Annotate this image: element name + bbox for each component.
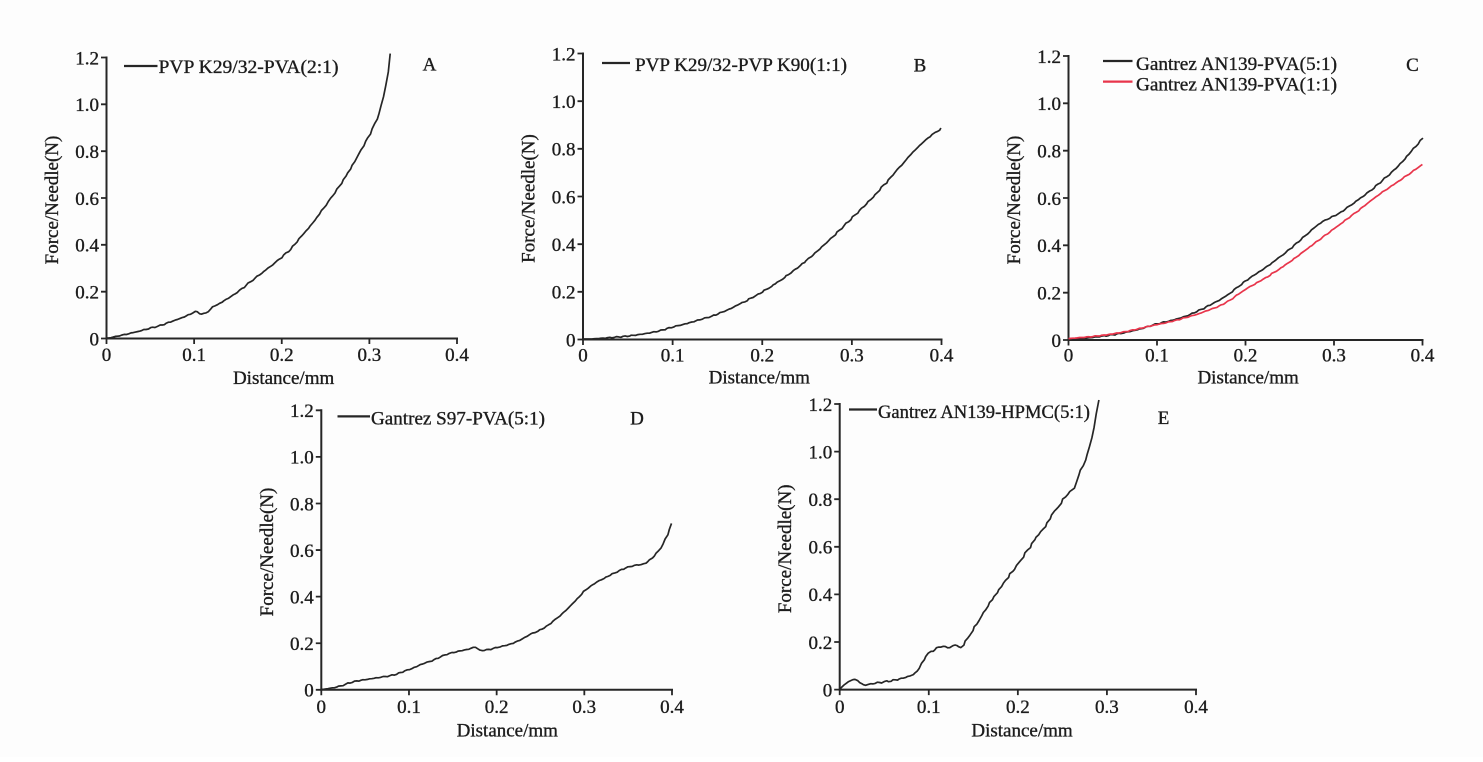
svg-text:0.4: 0.4 (660, 697, 684, 718)
svg-text:PVP K29/32-PVP K90(1:1): PVP K29/32-PVP K90(1:1) (635, 55, 847, 76)
svg-text:1.2: 1.2 (290, 401, 314, 422)
svg-text:Force/Needle(N): Force/Needle(N) (42, 136, 63, 265)
svg-text:PVP K29/32-PVA(2:1): PVP K29/32-PVA(2:1) (159, 57, 339, 78)
svg-text:0.2: 0.2 (290, 634, 314, 655)
svg-text:0.3: 0.3 (358, 345, 382, 366)
svg-text:0.3: 0.3 (840, 346, 864, 367)
svg-text:Distance/mm: Distance/mm (457, 721, 559, 742)
svg-text:1.2: 1.2 (75, 48, 99, 69)
svg-text:1.0: 1.0 (75, 95, 99, 116)
svg-text:0.4: 0.4 (1184, 697, 1208, 718)
svg-text:0.2: 0.2 (75, 283, 99, 304)
svg-text:Gantrez AN139-PVA(5:1): Gantrez AN139-PVA(5:1) (1136, 54, 1337, 75)
svg-text:Distance/mm: Distance/mm (233, 368, 335, 389)
svg-text:0.4: 0.4 (290, 587, 314, 608)
svg-text:0: 0 (90, 329, 100, 350)
svg-text:Distance/mm: Distance/mm (1197, 368, 1299, 389)
svg-text:0.1: 0.1 (661, 346, 685, 367)
svg-text:0.2: 0.2 (1037, 284, 1061, 305)
svg-text:0: 0 (317, 697, 327, 718)
svg-text:Distance/mm: Distance/mm (971, 721, 1073, 742)
svg-text:Force/Needle(N): Force/Needle(N) (257, 488, 278, 617)
svg-text:Distance/mm: Distance/mm (709, 368, 811, 389)
svg-text:0.6: 0.6 (808, 538, 832, 559)
svg-text:B: B (914, 56, 927, 77)
svg-text:0.3: 0.3 (1322, 346, 1346, 367)
svg-text:Gantrez AN139-PVA(1:1): Gantrez AN139-PVA(1:1) (1136, 75, 1337, 96)
svg-text:0: 0 (578, 346, 588, 367)
svg-text:0.8: 0.8 (1037, 142, 1061, 163)
svg-text:Force/Needle(N): Force/Needle(N) (519, 134, 540, 263)
svg-text:0.3: 0.3 (1095, 697, 1119, 718)
svg-text:0.6: 0.6 (1037, 189, 1061, 210)
svg-text:0.2: 0.2 (270, 345, 294, 366)
svg-text:1.0: 1.0 (552, 92, 576, 113)
svg-text:Gantrez S97-PVA(5:1): Gantrez S97-PVA(5:1) (371, 409, 545, 430)
svg-text:1.0: 1.0 (808, 442, 832, 463)
svg-text:0.1: 0.1 (397, 697, 421, 718)
svg-text:0.2: 0.2 (1234, 346, 1258, 367)
svg-text:0.2: 0.2 (1006, 697, 1030, 718)
svg-text:0.2: 0.2 (485, 697, 509, 718)
svg-text:0.6: 0.6 (290, 541, 314, 562)
svg-text:0: 0 (566, 330, 576, 351)
svg-text:0: 0 (835, 697, 845, 718)
svg-text:1.0: 1.0 (290, 448, 314, 469)
svg-text:0.8: 0.8 (552, 140, 576, 161)
svg-text:0: 0 (102, 345, 112, 366)
svg-text:0.6: 0.6 (75, 189, 99, 210)
svg-text:E: E (1158, 408, 1170, 429)
svg-text:0.8: 0.8 (75, 142, 99, 163)
svg-text:0.1: 0.1 (182, 345, 206, 366)
svg-text:0: 0 (823, 680, 833, 701)
svg-text:Gantrez AN139-HPMC(5:1): Gantrez AN139-HPMC(5:1) (878, 402, 1090, 423)
svg-text:0.1: 0.1 (917, 697, 941, 718)
svg-text:0.8: 0.8 (808, 490, 832, 511)
svg-text:0.4: 0.4 (445, 345, 469, 366)
svg-text:0.2: 0.2 (808, 633, 832, 654)
svg-text:0.4: 0.4 (930, 346, 954, 367)
svg-text:C: C (1406, 55, 1419, 76)
svg-text:1.0: 1.0 (1037, 94, 1061, 115)
svg-text:0: 0 (304, 681, 314, 702)
svg-text:1.2: 1.2 (808, 395, 832, 416)
svg-text:A: A (423, 55, 437, 76)
svg-text:D: D (630, 409, 644, 430)
svg-text:1.2: 1.2 (552, 44, 576, 65)
svg-text:0: 0 (1052, 331, 1062, 352)
svg-text:Force/Needle(N): Force/Needle(N) (775, 484, 796, 613)
svg-text:0.3: 0.3 (572, 697, 596, 718)
svg-text:0.6: 0.6 (552, 187, 576, 208)
svg-text:0.4: 0.4 (75, 236, 99, 257)
svg-text:0: 0 (1064, 346, 1074, 367)
svg-text:0.4: 0.4 (808, 585, 832, 606)
svg-text:1.2: 1.2 (1037, 47, 1061, 68)
svg-text:Force/Needle(N): Force/Needle(N) (1004, 136, 1025, 265)
svg-text:0.8: 0.8 (290, 494, 314, 515)
svg-text:0.2: 0.2 (552, 283, 576, 304)
svg-text:0.1: 0.1 (1145, 346, 1169, 367)
svg-text:0.2: 0.2 (750, 346, 774, 367)
svg-text:0.4: 0.4 (1411, 346, 1435, 367)
svg-text:0.4: 0.4 (552, 235, 576, 256)
svg-text:0.4: 0.4 (1037, 236, 1061, 257)
